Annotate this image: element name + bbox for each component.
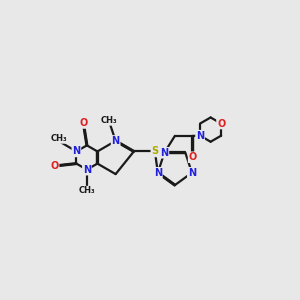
- Text: N: N: [72, 146, 80, 156]
- Text: N: N: [154, 168, 162, 178]
- Text: N: N: [188, 168, 196, 178]
- Text: O: O: [217, 118, 225, 128]
- Text: N: N: [196, 131, 204, 141]
- Text: O: O: [50, 161, 59, 171]
- Text: S: S: [151, 146, 158, 156]
- Text: CH₃: CH₃: [101, 116, 118, 125]
- Text: CH₃: CH₃: [50, 134, 67, 143]
- Text: N: N: [160, 148, 168, 158]
- Text: CH₃: CH₃: [79, 187, 95, 196]
- Text: N: N: [83, 165, 91, 175]
- Text: O: O: [189, 152, 197, 162]
- Text: O: O: [80, 118, 88, 128]
- Text: N: N: [112, 136, 120, 146]
